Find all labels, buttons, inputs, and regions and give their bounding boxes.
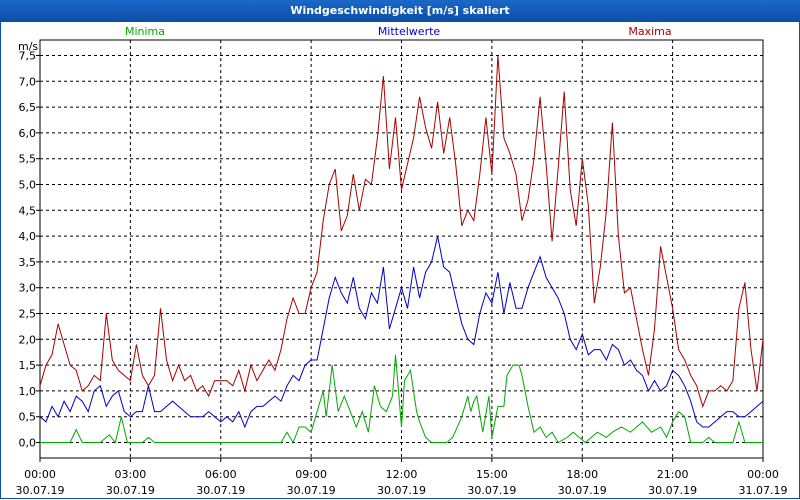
x-tick-date: 30.07.19 (106, 484, 155, 497)
x-tick-date: 30.07.19 (558, 484, 607, 497)
y-tick-label: 7,5 (19, 49, 37, 62)
y-tick-label: 2,5 (19, 308, 37, 321)
y-tick-label: 0,0 (19, 437, 37, 450)
x-tick-date: 31.07.19 (739, 484, 788, 497)
y-tick-label: 5,0 (19, 178, 37, 191)
y-tick-label: 3,5 (19, 256, 37, 269)
series-group (40, 55, 763, 444)
y-tick-label: 7,0 (19, 75, 37, 88)
x-tick-date: 30.07.19 (287, 484, 336, 497)
legend-minima: Minima (125, 25, 165, 38)
x-tick-date: 30.07.19 (648, 484, 697, 497)
y-tick-label: 4,5 (19, 204, 37, 217)
series-line-minima (40, 354, 763, 444)
y-tick-label: 6,0 (19, 127, 37, 140)
y-tick-label: 2,0 (19, 333, 37, 346)
x-tick-time: 00:00 (747, 468, 779, 481)
x-tick-time: 03:00 (115, 468, 147, 481)
x-tick-time: 21:00 (657, 468, 689, 481)
series-line-maxima (40, 55, 763, 408)
x-tick-date: 30.07.19 (377, 484, 426, 497)
x-tick-time: 00:00 (24, 468, 56, 481)
x-tick-time: 09:00 (295, 468, 327, 481)
grid-lines (40, 40, 763, 458)
x-tick-time: 18:00 (566, 468, 598, 481)
y-tick-label: 5,5 (19, 153, 37, 166)
y-tick-label: 4,0 (19, 230, 37, 243)
y-tick-label: 1,5 (19, 359, 37, 372)
y-axis-unit: m/s (18, 40, 38, 53)
series-line-mittelwerte (40, 235, 763, 429)
x-tick-date: 30.07.19 (467, 484, 516, 497)
x-tick-time: 15:00 (476, 468, 508, 481)
x-tick-time: 06:00 (205, 468, 237, 481)
legend-mittelwerte: Mittelwerte (378, 25, 441, 38)
x-axis: 00:00 30.07.19 03:00 30.07.19 06:00 30.07.19 0… (16, 458, 788, 497)
legend-maxima: Maxima (628, 25, 671, 38)
y-tick-label: 1,0 (19, 385, 37, 398)
y-tick-label: 0,5 (19, 411, 37, 424)
x-tick-time: 12:00 (386, 468, 418, 481)
legend: Minima Mittelwerte Maxima (125, 25, 672, 38)
y-tick-label: 6,5 (19, 101, 37, 114)
y-tick-label: 3,0 (19, 282, 37, 295)
x-tick-date: 30.07.19 (196, 484, 245, 497)
chart-title: Windgeschwindigkeit [m/s] skaliert (0, 0, 800, 22)
x-tick-date: 30.07.19 (16, 484, 65, 497)
y-axis: 0,0 0,5 1,0 1,5 2,0 2,5 3,0 3,5 4,0 4,5 5,0 5,5 6,0 6… (19, 49, 40, 450)
